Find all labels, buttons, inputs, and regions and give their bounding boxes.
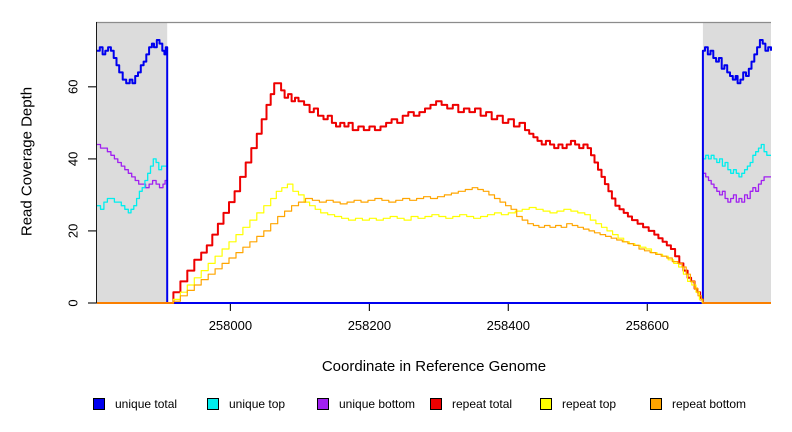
legend-swatch: [317, 398, 329, 410]
x-tick-label: 258600: [626, 318, 669, 333]
x-axis-title: Coordinate in Reference Genome: [321, 358, 547, 375]
legend-swatch: [540, 398, 552, 410]
series-repeat-total: [97, 82, 771, 304]
shaded-region: [702, 22, 771, 303]
y-tick-label: 0: [66, 299, 81, 306]
legend-swatch: [93, 398, 105, 410]
legend-label: repeat total: [452, 397, 513, 411]
x-tick-label: 258000: [209, 318, 252, 333]
legend-item-repeat-bottom: repeat bottom: [650, 397, 746, 411]
legend-swatch: [650, 398, 662, 410]
legend-label: unique top: [229, 397, 286, 411]
legend-item-unique-top: unique top: [207, 397, 285, 411]
x-tick-label: 258400: [487, 318, 530, 333]
legend-label: unique total: [115, 397, 178, 411]
y-tick-label: 40: [66, 152, 81, 166]
y-axis-title: Read Coverage Depth: [18, 86, 36, 237]
legend-item-repeat-top: repeat top: [540, 397, 616, 411]
series-unique-total: [97, 39, 772, 304]
y-tick-label: 20: [66, 224, 81, 238]
y-tick-label: 60: [66, 80, 81, 94]
legend-item-unique-total: unique total: [93, 397, 177, 411]
series-unique-bottom: [97, 143, 771, 304]
legend-item-unique-bottom: unique bottom: [317, 397, 415, 411]
legend-swatch: [207, 398, 219, 410]
legend-label: repeat bottom: [672, 397, 747, 411]
legend-label: unique bottom: [339, 397, 416, 411]
series-repeat-bottom: [97, 187, 771, 304]
plot-area: 0 20 40 60 258000 258200 258400 258600: [66, 21, 772, 333]
legend-swatch: [430, 398, 442, 410]
legend-item-repeat-total: repeat total: [430, 397, 512, 411]
x-tick-label: 258200: [348, 318, 391, 333]
legend-label: repeat top: [562, 397, 617, 411]
series-unique-top: [97, 143, 771, 304]
